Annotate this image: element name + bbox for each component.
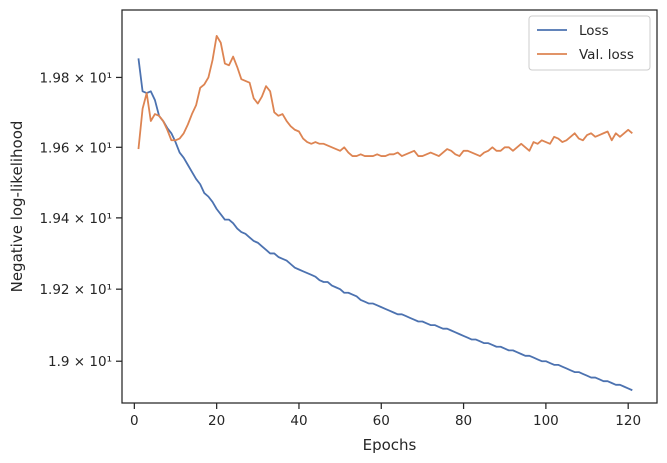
x-tick-label: 40 xyxy=(290,413,307,429)
legend: Loss Val. loss xyxy=(528,15,651,71)
y-tick-label: 1.96 × 10¹ xyxy=(39,140,112,156)
y-tick-label: 1.98 × 10¹ xyxy=(39,70,112,86)
series-layer xyxy=(137,34,633,392)
series-line-val-loss xyxy=(137,34,633,157)
x-tick-label: 120 xyxy=(615,413,641,429)
y-tick-label: 1.92 × 10¹ xyxy=(39,282,112,298)
x-tick-label: 100 xyxy=(533,413,559,429)
x-tick-label: 20 xyxy=(208,413,225,429)
legend-label-val-loss: Val. loss xyxy=(579,47,634,63)
x-tick-label: 0 xyxy=(130,413,139,429)
y-axis: 1.9 × 10¹ 1.92 × 10¹ 1.94 × 10¹ 1.96 × 10¹ 1… xyxy=(39,70,122,370)
x-axis-label: Epochs xyxy=(363,436,417,454)
y-tick-label: 1.9 × 10¹ xyxy=(48,354,112,370)
y-tick-label: 1.94 × 10¹ xyxy=(39,211,112,227)
y-axis-label: Negative log-likelihood xyxy=(8,121,26,293)
x-axis: 0 20 40 60 80 100 120 xyxy=(130,403,641,429)
legend-label-loss: Loss xyxy=(579,23,609,39)
x-tick-label: 60 xyxy=(373,413,390,429)
series-line-loss xyxy=(137,58,633,392)
x-tick-label: 80 xyxy=(455,413,472,429)
plot-area xyxy=(121,9,658,404)
